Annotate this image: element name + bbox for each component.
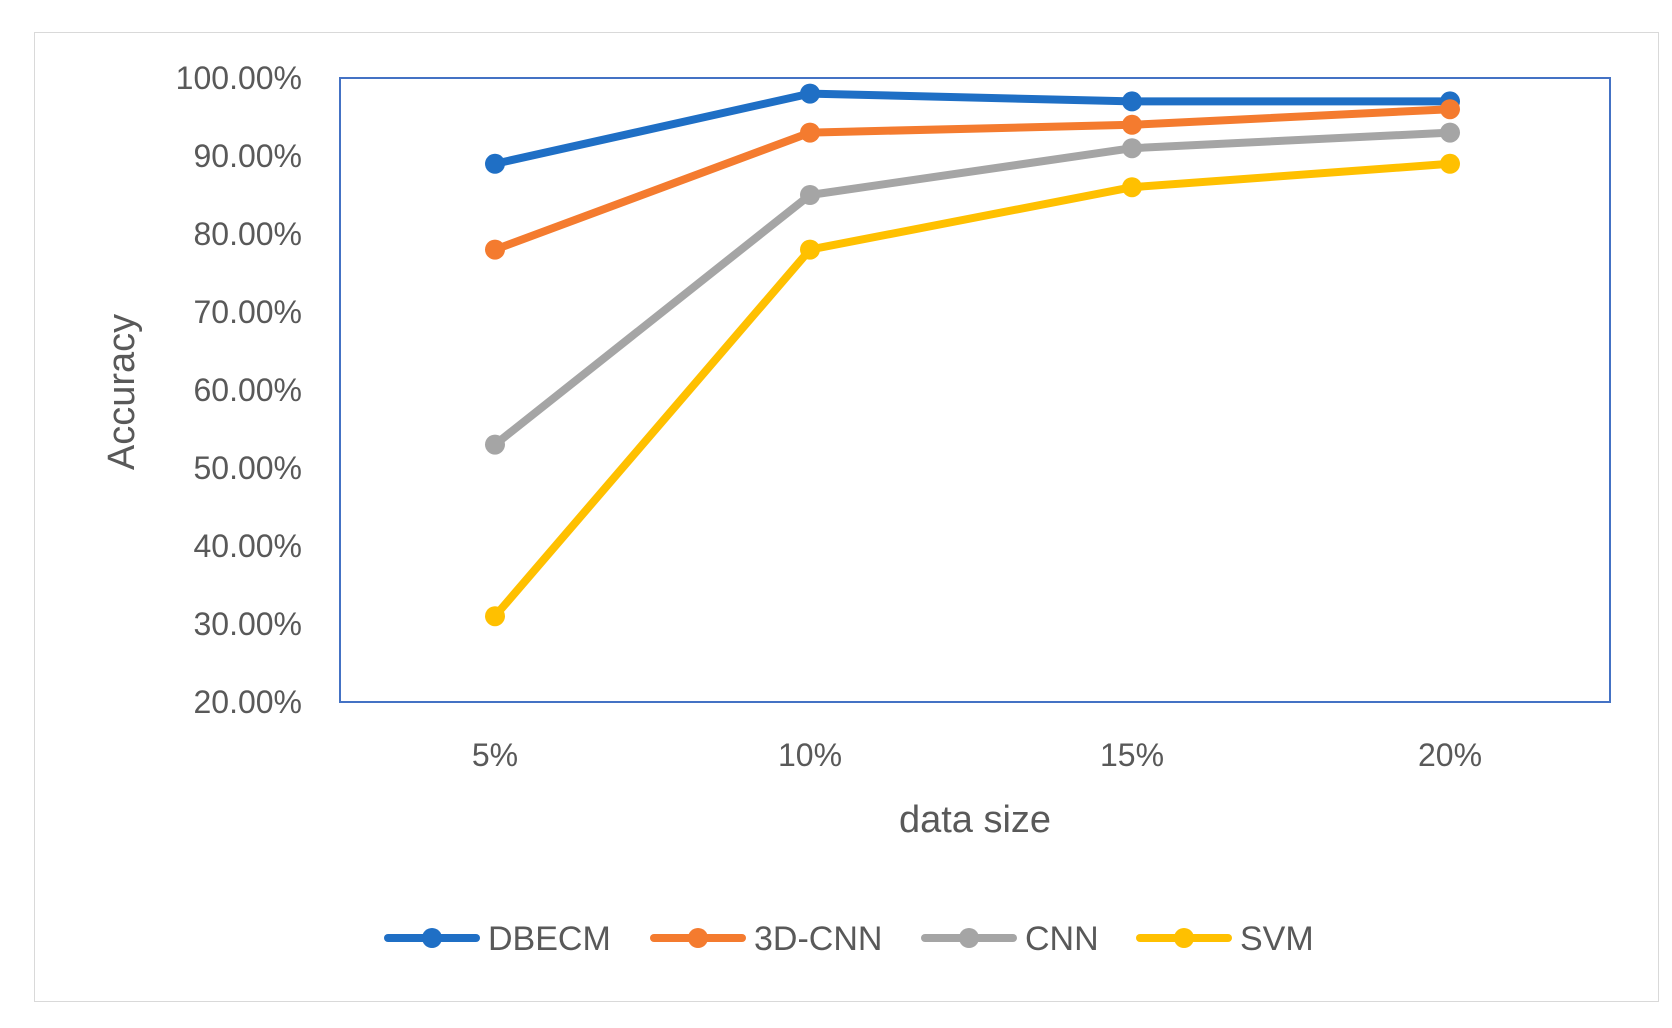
- legend-item: SVM: [1136, 920, 1314, 958]
- x-tick-label: 20%: [1418, 737, 1482, 773]
- legend-swatch-marker: [688, 928, 708, 948]
- y-axis-title: Accuracy: [101, 314, 143, 470]
- data-point: [485, 434, 505, 455]
- series-3d-cnn: [485, 99, 1460, 260]
- legend-swatch-marker: [422, 928, 442, 948]
- legend-swatch-marker: [959, 928, 979, 948]
- series-line: [491, 89, 1454, 168]
- data-point: [800, 239, 820, 260]
- data-point: [485, 239, 505, 260]
- y-tick-label: 60.00%: [193, 372, 302, 408]
- y-tick-label: 50.00%: [193, 450, 302, 486]
- data-point: [1440, 153, 1460, 174]
- y-tick-label: 80.00%: [193, 216, 302, 252]
- y-tick-label: 40.00%: [193, 528, 302, 564]
- series-layer: [485, 83, 1460, 627]
- y-tick-label: 90.00%: [193, 138, 302, 174]
- data-point: [1122, 138, 1142, 159]
- x-axis-ticks: 5% 10% 15% 20%: [472, 737, 1482, 773]
- x-tick-label: 15%: [1100, 737, 1164, 773]
- data-point: [485, 153, 505, 174]
- series-dbecm: [485, 83, 1460, 174]
- x-tick-label: 10%: [778, 737, 842, 773]
- data-point: [800, 122, 820, 143]
- y-axis-ticks: 20.00% 30.00% 40.00% 50.00% 60.00% 70.00% 80.0…: [176, 60, 302, 720]
- series-svm: [485, 153, 1460, 627]
- data-point: [485, 606, 505, 627]
- plot-area: [339, 77, 1611, 703]
- legend-label: CNN: [1025, 920, 1099, 958]
- y-tick-label: 70.00%: [193, 294, 302, 330]
- series-line: [491, 128, 1454, 449]
- series-cnn: [485, 122, 1460, 455]
- legend-item: 3D-CNN: [650, 920, 882, 958]
- data-point: [1440, 122, 1460, 143]
- x-axis-title: data size: [899, 799, 1051, 841]
- data-point: [800, 83, 820, 104]
- y-tick-label: 20.00%: [193, 684, 302, 720]
- data-point: [1122, 177, 1142, 198]
- legend-label: 3D-CNN: [754, 920, 882, 958]
- series-line: [491, 105, 1454, 254]
- y-tick-label: 100.00%: [176, 60, 302, 96]
- legend-label: DBECM: [488, 920, 611, 958]
- data-point: [800, 185, 820, 205]
- legend-item: DBECM: [384, 920, 611, 958]
- data-point: [1440, 99, 1460, 120]
- series-line: [491, 159, 1454, 621]
- data-point: [1122, 91, 1142, 112]
- legend-item: CNN: [921, 920, 1099, 958]
- legend-label: SVM: [1240, 920, 1314, 958]
- y-tick-label: 30.00%: [193, 606, 302, 642]
- data-point: [1122, 114, 1142, 135]
- legend-swatch-marker: [1174, 928, 1194, 948]
- x-tick-label: 5%: [472, 737, 518, 773]
- legend: DBECM 3D-CNN CNN SVM: [384, 920, 1314, 958]
